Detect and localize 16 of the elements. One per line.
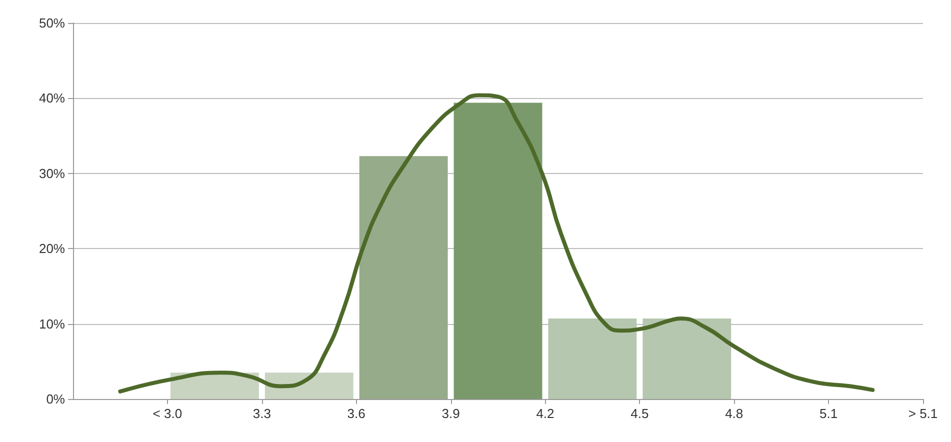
- y-tick-label: 20%: [38, 241, 66, 256]
- x-tick-label: 4.8: [725, 406, 744, 421]
- line-series: [118, 93, 875, 394]
- y-tick-label: 40%: [38, 90, 66, 106]
- x-tick-label: 3.6: [347, 406, 366, 421]
- y-tick-label: 10%: [38, 316, 66, 332]
- x-tick-label: 5.1: [820, 406, 838, 421]
- x-tick-label: 4.5: [630, 406, 649, 421]
- x-tick-label: 4.2: [536, 406, 554, 421]
- y-tick-label: 30%: [38, 166, 66, 181]
- x-tick-label: 3.3: [252, 406, 271, 421]
- x-tick-label: 3.9: [442, 406, 460, 421]
- x-tick-label: > 5.1: [908, 406, 938, 421]
- x-tick-label: < 3.0: [152, 406, 182, 421]
- y-tick-label: 50%: [38, 16, 66, 30]
- y-tick-label: 0%: [46, 392, 66, 406]
